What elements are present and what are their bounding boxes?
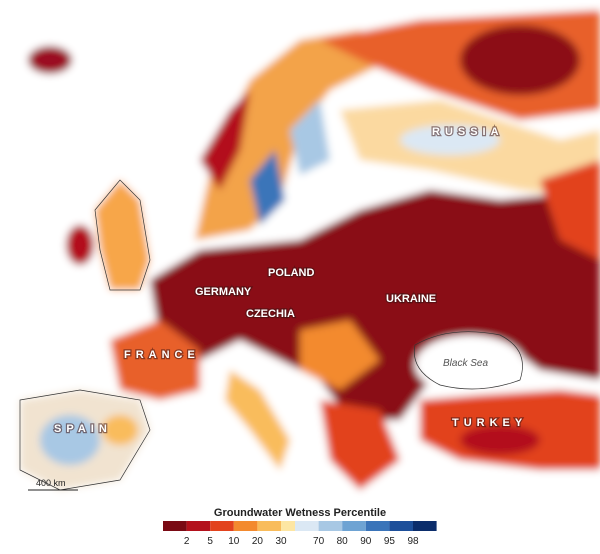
legend-tick-label: 10 [228, 536, 240, 547]
sea-label: Black Sea [443, 358, 488, 369]
legend-tick-label: 90 [360, 536, 372, 547]
country-label: FRANCE [124, 349, 200, 361]
legend-tick-label: 20 [252, 536, 264, 547]
coastlines [19, 179, 523, 491]
scale-bar: 400 km [28, 478, 78, 491]
legend-swatch [233, 521, 258, 531]
legend-swatch [295, 521, 319, 531]
legend-swatch [163, 521, 187, 531]
scale-label: 400 km [36, 478, 66, 488]
legend-tick-label: 30 [275, 536, 287, 547]
legend-swatch [389, 521, 413, 531]
map-imagery [0, 0, 600, 500]
legend-tick-label: 2 [184, 536, 190, 547]
country-label: UKRAINE [386, 293, 436, 305]
legend-tick-label: 80 [337, 536, 349, 547]
legend-tick-label: 98 [407, 536, 419, 547]
legend-tick-label: 5 [207, 536, 213, 547]
legend: 2 5 10 20 30 70 80 90 95 98 [163, 521, 437, 547]
legend-swatch [365, 521, 390, 531]
legend-swatch [413, 521, 437, 531]
legend-swatch [318, 521, 343, 531]
country-label: RUSSIA [432, 126, 504, 138]
country-label: CZECHIA [246, 308, 295, 320]
country-label: TURKEY [452, 417, 527, 429]
country-label: POLAND [268, 267, 315, 279]
legend-swatch [210, 521, 234, 531]
legend-title: Groundwater Wetness Percentile [214, 507, 386, 519]
country-label: SPAIN [54, 423, 112, 435]
place-labels: RUSSIA POLAND GERMANY CZECHIA UKRAINE FR… [53, 125, 527, 437]
legend-tick-label: 95 [384, 536, 396, 547]
legend-swatch [186, 521, 211, 531]
legend-swatch [257, 521, 281, 531]
legend-tick-label: 70 [313, 536, 325, 547]
legend-swatch [281, 521, 305, 531]
country-label: GERMANY [195, 286, 252, 298]
legend-swatch [342, 521, 366, 531]
